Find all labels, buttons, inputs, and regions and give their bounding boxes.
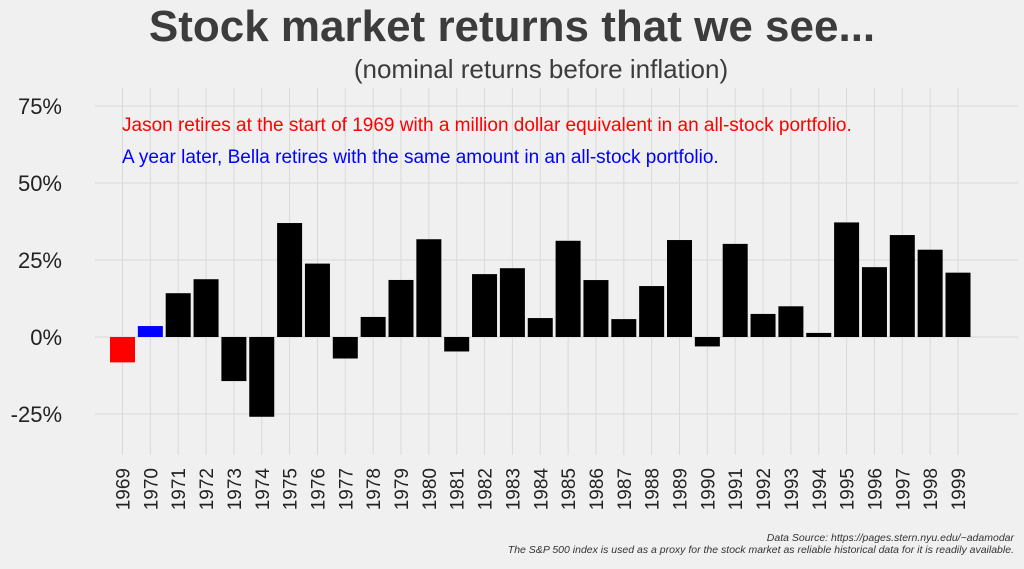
bar-1989	[667, 240, 692, 337]
bar-1972	[193, 279, 219, 337]
x-tick-label: 1990	[698, 468, 719, 510]
x-tick-label: 1974	[253, 468, 274, 511]
proxy-note-line: The S&P 500 index is used as a proxy for…	[507, 544, 1014, 556]
bar-1976	[304, 263, 330, 337]
bar-1971	[165, 293, 191, 337]
bar-1986	[583, 280, 609, 337]
y-axis-tick-labels: -25% 0% 25% 50% 75%	[11, 94, 62, 427]
jason-annotation: Jason retires at the start of 1969 with …	[122, 115, 852, 136]
x-tick-label: 1991	[726, 468, 747, 510]
bar-1992	[750, 313, 776, 337]
x-tick-label: 1995	[838, 468, 859, 510]
x-tick-label: 1977	[336, 468, 357, 510]
x-tick-label: 1997	[893, 468, 914, 510]
bar-1995	[834, 222, 860, 337]
y-tick-label: 0%	[30, 325, 62, 350]
x-tick-label: 1993	[782, 468, 803, 510]
bar-1979	[388, 279, 414, 337]
bar-1985	[555, 240, 581, 337]
bar-1999	[945, 272, 971, 337]
bar-1982	[472, 274, 498, 337]
x-tick-label: 1972	[197, 468, 218, 510]
x-tick-label: 1999	[949, 468, 970, 510]
x-tick-label: 1979	[392, 468, 413, 510]
bar-1991	[722, 243, 748, 337]
x-tick-label: 1992	[754, 468, 775, 510]
x-tick-label: 1976	[308, 468, 329, 510]
y-tick-label: -25%	[11, 402, 62, 427]
x-tick-label: 1970	[141, 468, 162, 510]
x-tick-label: 1983	[503, 468, 524, 510]
x-tick-label: 1987	[615, 468, 636, 510]
x-tick-label: 1969	[114, 468, 135, 510]
data-source-line: Data Source: https://pages.stern.nyu.edu…	[766, 532, 1014, 544]
x-tick-label: 1973	[225, 468, 246, 510]
grid-layer	[95, 88, 1018, 455]
x-tick-label: 1994	[810, 468, 831, 511]
x-tick-label: 1988	[643, 468, 664, 510]
chart-subtitle: (nominal returns before inflation)	[353, 54, 729, 84]
bar-1977	[332, 337, 358, 359]
bar-1973	[221, 337, 247, 382]
x-tick-label: 1984	[531, 468, 552, 511]
bar-1975	[277, 223, 303, 337]
x-tick-label: 1998	[921, 468, 942, 510]
x-tick-label: 1975	[281, 468, 302, 510]
x-tick-label: 1981	[448, 468, 469, 510]
x-tick-label: 1971	[169, 468, 190, 510]
bar-1993	[778, 306, 804, 337]
bar-1988	[639, 286, 665, 337]
chart-title: Stock market returns that we see...	[148, 2, 876, 51]
bar-1994	[806, 332, 832, 337]
x-tick-label: 1989	[671, 468, 692, 510]
bar-1990	[694, 337, 720, 347]
bar-1978	[360, 316, 386, 337]
bar-1969	[110, 337, 135, 363]
bar-1974	[249, 337, 275, 417]
x-axis-tick-labels: 1969 1970 1971 1972 1973 1974 1975 1976 1977 1978…	[114, 468, 971, 511]
bar-1998	[917, 249, 943, 337]
x-tick-label: 1985	[559, 468, 580, 510]
bar-1980	[416, 239, 442, 337]
x-tick-label: 1978	[364, 468, 385, 510]
x-tick-label: 1980	[420, 468, 441, 510]
y-tick-label: 75%	[18, 94, 62, 119]
y-tick-label: 25%	[18, 248, 62, 273]
bars-layer	[110, 222, 971, 417]
bar-1987	[611, 319, 637, 337]
x-tick-label: 1996	[865, 468, 886, 510]
y-tick-label: 50%	[18, 171, 62, 196]
bar-1981	[444, 337, 470, 352]
bar-1984	[527, 318, 553, 337]
bar-1996	[861, 267, 887, 337]
bella-annotation: A year later, Bella retires with the sam…	[122, 147, 719, 168]
x-tick-label: 1982	[476, 468, 497, 510]
data-source-note: Data Source: https://pages.stern.nyu.edu…	[508, 532, 1014, 556]
bar-1970	[137, 326, 163, 337]
x-tick-label: 1986	[587, 468, 608, 510]
bar-1983	[499, 268, 525, 337]
bar-1997	[889, 235, 915, 337]
